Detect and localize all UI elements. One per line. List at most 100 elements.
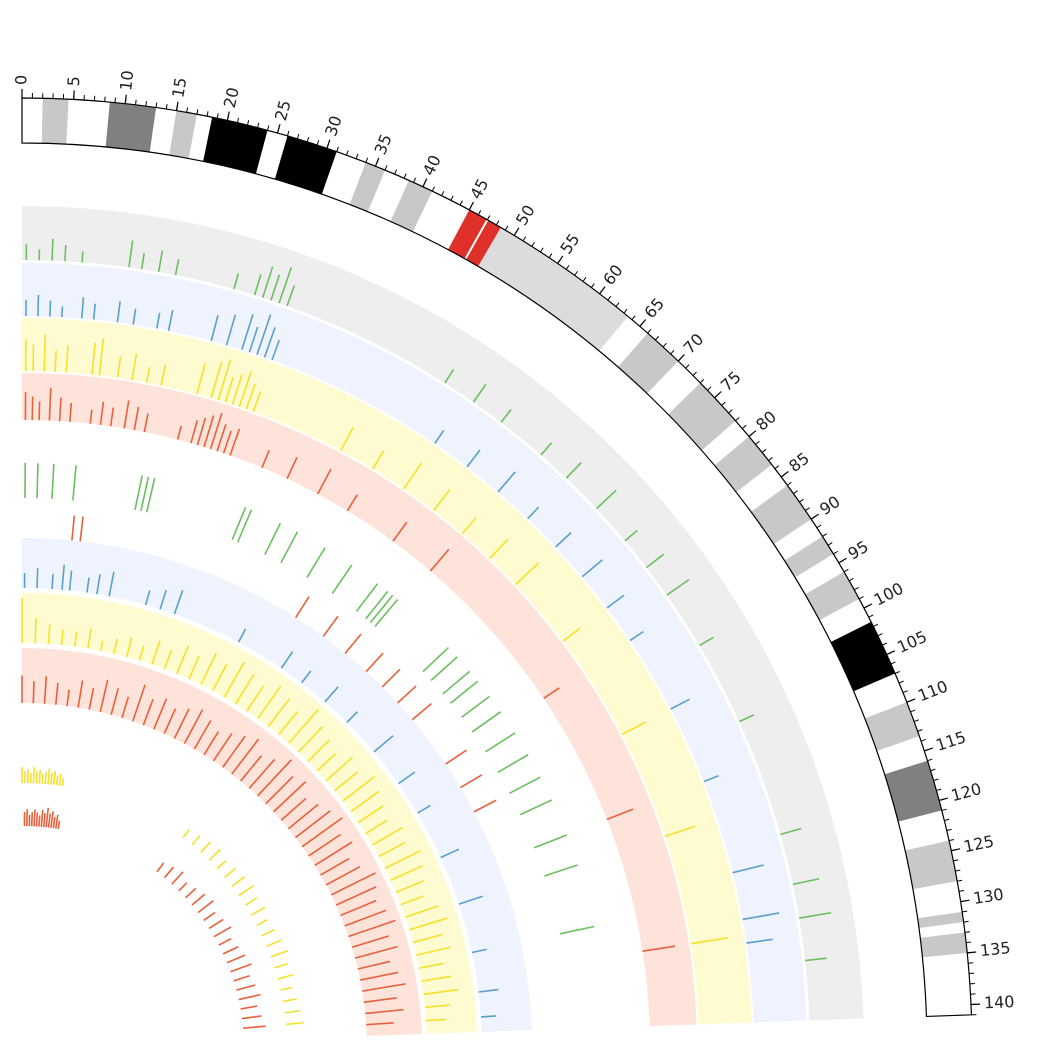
track [21, 648, 422, 1036]
data-bar [746, 938, 773, 944]
minor-tick [670, 349, 675, 355]
data-bar [261, 449, 270, 468]
track [21, 593, 477, 1034]
data-bar [113, 638, 119, 654]
data-bar [171, 871, 184, 885]
tick-label: 20 [220, 86, 243, 110]
minor-tick [868, 614, 874, 618]
minor-tick [774, 465, 780, 470]
minor-tick [933, 778, 939, 781]
track [23, 807, 266, 1029]
data-bar [50, 772, 53, 785]
data-bar [81, 251, 84, 263]
data-bar [365, 1008, 404, 1015]
data-bar [264, 522, 282, 555]
minor-tick [590, 283, 595, 288]
data-bar [178, 882, 188, 892]
data-bar [33, 809, 36, 827]
data-bar [440, 848, 460, 859]
major-tick [599, 286, 606, 295]
data-bar [191, 835, 201, 846]
data-bar [236, 984, 256, 991]
minor-tick [206, 111, 209, 117]
data-bar [267, 698, 291, 727]
minor-tick [833, 550, 838, 555]
data-bar [236, 509, 253, 543]
data-bar [203, 415, 215, 448]
tick-label: 125 [962, 831, 996, 856]
ideogram-outline [21, 97, 973, 1018]
data-bar [157, 250, 164, 273]
data-bar [369, 594, 394, 624]
ideogram-band [784, 536, 834, 578]
data-bar [47, 813, 52, 828]
major-tick [780, 471, 789, 478]
tick-label: 75 [717, 367, 745, 395]
data-bar [100, 640, 104, 651]
minor-tick [186, 107, 189, 113]
minor-tick [927, 758, 933, 762]
data-bar [418, 962, 444, 969]
data-bar [444, 368, 455, 384]
major-tick [677, 354, 685, 362]
data-bar [35, 812, 39, 827]
data-bar [40, 810, 44, 827]
data-bar [32, 681, 35, 704]
minor-tick [607, 295, 612, 301]
minor-tick [257, 122, 260, 128]
data-bar [229, 428, 241, 456]
tick-label: 25 [271, 98, 295, 123]
tick-label: 10 [116, 69, 137, 91]
track [22, 538, 532, 1032]
data-bar [280, 986, 293, 991]
data-bar [325, 756, 353, 782]
major-tick [276, 124, 281, 134]
data-bar [163, 708, 177, 734]
data-bar [61, 778, 65, 787]
data-bar [131, 353, 138, 381]
data-bar [288, 708, 319, 744]
tick-label: 105 [894, 627, 930, 657]
data-bar [226, 954, 246, 964]
data-bar [213, 926, 232, 938]
data-bar [51, 573, 54, 590]
data-bar [256, 919, 268, 926]
data-bar [212, 733, 233, 762]
data-bar [209, 412, 223, 450]
major-tick [226, 111, 230, 121]
data-bar [231, 876, 246, 888]
minor-tick [316, 140, 320, 146]
minor-tick [816, 524, 822, 529]
minor-tick [953, 859, 959, 862]
data-bar [670, 698, 690, 710]
tick-label: 15 [168, 76, 190, 99]
track-background [22, 206, 864, 1021]
minor-tick [735, 417, 740, 422]
data-bar [606, 808, 634, 821]
data-bar [432, 488, 451, 512]
minor-tick [145, 101, 147, 107]
data-bar [218, 937, 232, 946]
ideogram-band [668, 382, 736, 451]
data-bar [595, 489, 617, 510]
data-bar [373, 735, 394, 753]
data-bar [738, 714, 755, 723]
data-bar [231, 374, 243, 405]
track [22, 263, 807, 1023]
data-bar [216, 424, 227, 452]
data-bar [792, 877, 820, 886]
data-bar [224, 376, 235, 403]
data-bar [266, 939, 282, 947]
track-background [22, 318, 752, 1025]
minor-tick [768, 457, 773, 461]
data-bar [278, 267, 293, 304]
data-bar [308, 833, 342, 857]
minor-tick [962, 910, 968, 913]
data-bar [297, 725, 324, 753]
data-bar [429, 549, 450, 572]
major-tick [513, 227, 520, 236]
major-tick [906, 698, 916, 703]
data-bar [91, 342, 97, 375]
data-bar [543, 687, 560, 700]
